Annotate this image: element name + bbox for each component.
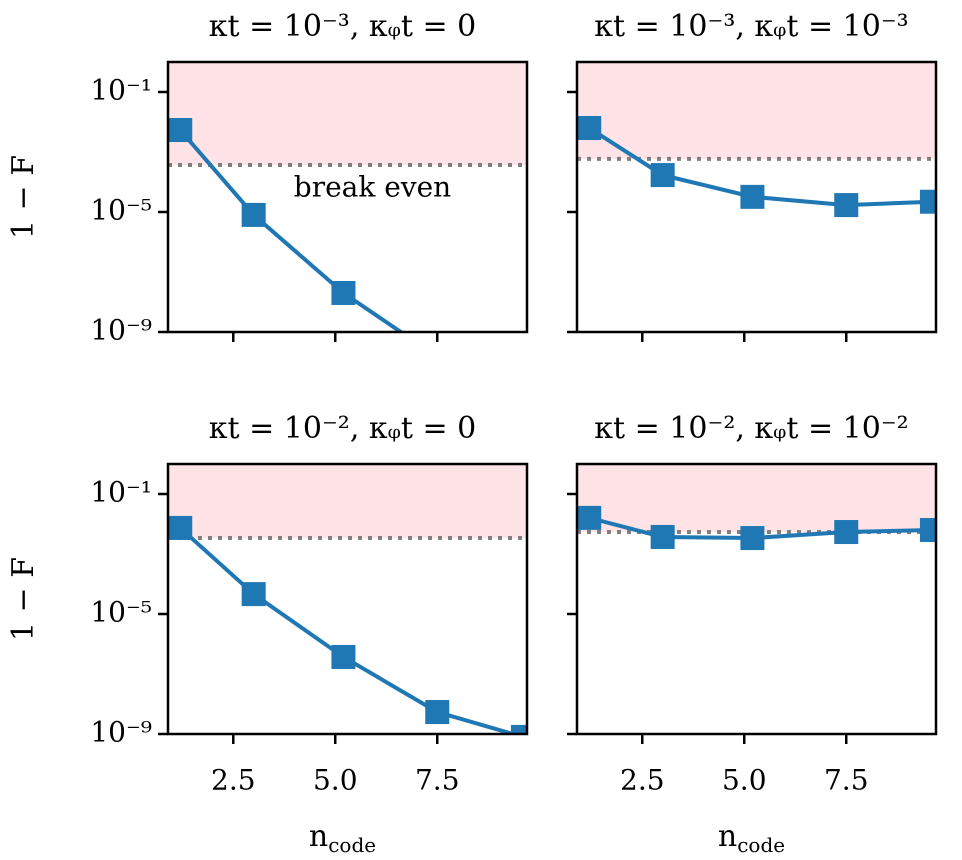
plot-area [577,62,936,218]
x-axis-label-main: n [309,819,328,854]
marker [331,644,356,669]
panel: κt = 10⁻³, κᵩt = 10⁻³ [567,9,938,342]
axes-frame [166,462,529,736]
plot-area [577,464,936,551]
series-line [178,526,521,734]
x-tick-label: 5.0 [722,764,767,797]
marker [919,189,936,214]
marker [834,520,859,545]
marker [650,524,675,549]
plot-area [168,62,535,434]
marker [168,515,193,540]
x-axis-label-main: n [718,819,737,854]
x-tick-label: 5.0 [313,764,358,797]
marker [510,724,527,734]
marker [834,193,859,218]
panel-title: κt = 10⁻², κᵩt = 10⁻² [594,411,908,446]
panel: break even 10⁻¹ 10⁻⁵ 10⁻⁹ κt = 10⁻³, κᵩt = 0… [6,9,535,434]
panel: 2.5 5.0 7.5 κt = 10⁻², κᵩt = 10⁻² ncode [567,411,938,857]
x-axis-label: ncode [718,819,785,857]
marker [577,505,602,530]
shade-region [168,62,527,165]
y-tick-label: 10⁻⁹ [90,314,152,347]
marker [425,700,450,725]
marker [331,280,356,305]
y-tick-label: 10⁻⁵ [90,194,152,227]
x-axis-label: ncode [309,819,376,857]
marker [650,163,675,188]
panel-title: κt = 10⁻², κᵩt = 0 [209,411,476,446]
panel-title: κt = 10⁻³, κᵩt = 10⁻³ [594,9,908,44]
shade-region [168,464,527,539]
x-tick-label: 7.5 [415,764,460,797]
marker [577,116,602,141]
shade-region [577,464,936,533]
y-tick-label: 10⁻⁹ [90,716,152,749]
y-axis-label: 1 − F [6,155,41,239]
x-tick-label: 2.5 [211,764,256,797]
x-axis-label-sub: code [737,833,785,857]
axes-frame [166,60,529,334]
shade-region [577,62,936,159]
marker [740,526,765,551]
panel-title: κt = 10⁻³, κᵩt = 0 [209,9,476,44]
y-tick-label: 10⁻¹ [90,476,152,509]
marker [740,184,765,209]
marker [425,345,449,369]
panel: 10⁻¹ 10⁻⁵ 10⁻⁹ 2.5 5.0 7.5 κt = 10⁻², κᵩt = 0 1… [6,411,529,857]
annotation: break even [294,170,451,203]
axes-frame [575,462,938,736]
y-axis-label: 1 − F [6,557,41,641]
marker [511,410,535,434]
axes-frame [575,60,938,334]
y-tick-label: 10⁻¹ [90,74,152,107]
marker [168,118,193,143]
x-tick-label: 2.5 [620,764,665,797]
marker [241,202,266,227]
y-tick-label: 10⁻⁵ [90,596,152,629]
plot-area [168,464,527,734]
x-tick-label: 7.5 [824,764,869,797]
marker [241,582,266,607]
x-axis-label-sub: code [328,833,376,857]
marker [919,518,936,543]
